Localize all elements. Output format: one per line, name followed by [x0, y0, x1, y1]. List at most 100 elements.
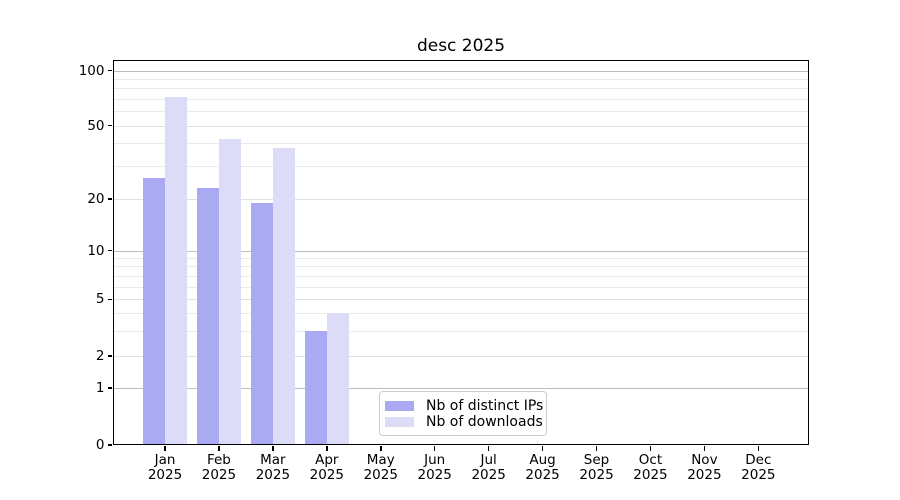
- x-tick: [595, 446, 598, 451]
- y-tick-label: 10: [87, 242, 105, 259]
- x-tick-year: 2025: [525, 467, 560, 483]
- x-tick-label: Jan 2025: [148, 453, 182, 483]
- legend-item-label: Nb of distinct IPs: [426, 398, 544, 414]
- y-tick: [108, 387, 112, 389]
- y-gridline-minor: [113, 258, 808, 260]
- x-tick-label: Jul 2025: [471, 453, 505, 483]
- y-gridline-minor: [113, 330, 808, 332]
- x-tick-month: Aug: [529, 452, 556, 468]
- y-gridline-major: [113, 250, 808, 252]
- y-tick-label: 1: [95, 380, 105, 396]
- y-gridline: [113, 199, 808, 200]
- x-tick-year: 2025: [633, 467, 668, 483]
- x-tick-month: Jun: [424, 452, 446, 468]
- legend: Nb of distinct IPs Nb of downloads: [379, 391, 547, 436]
- y-gridline: [113, 356, 808, 357]
- y-gridline-minor: [113, 98, 808, 100]
- legend-swatch-distinct-ips: [385, 400, 414, 412]
- legend-swatch-downloads: [385, 416, 414, 428]
- x-tick-label: Apr 2025: [310, 453, 344, 483]
- y-tick-label: 100: [78, 62, 105, 79]
- x-tick-year: 2025: [741, 467, 776, 483]
- x-tick-label: Dec 2025: [741, 453, 775, 483]
- y-gridline: [113, 299, 808, 301]
- legend-item: Nb of downloads: [385, 414, 543, 430]
- y-tick-label: 2: [95, 348, 105, 364]
- y-gridline-major: [113, 388, 808, 389]
- x-tick: [649, 446, 652, 451]
- x-tick-label: May 2025: [364, 453, 398, 483]
- bar-mar-distinct-ips: [251, 202, 273, 444]
- x-tick-month: Jan: [154, 452, 176, 468]
- bar-feb-downloads: [218, 139, 241, 444]
- bar-jan-distinct-ips: [143, 177, 165, 444]
- y-tick-label: 50: [87, 117, 105, 134]
- x-tick: [380, 446, 382, 451]
- y-tick: [108, 198, 112, 200]
- bar-apr-downloads: [326, 313, 349, 444]
- x-tick-year: 2025: [201, 467, 237, 483]
- x-tick: [326, 446, 328, 451]
- x-tick: [703, 446, 706, 451]
- x-tick-year: 2025: [363, 467, 398, 483]
- y-gridline-minor: [113, 88, 808, 90]
- x-tick-month: Mar: [260, 452, 286, 468]
- x-tick-label: Mar 2025: [256, 453, 290, 483]
- y-gridline-minor: [113, 78, 808, 80]
- bar-apr-distinct-ips: [305, 330, 327, 444]
- y-gridline-minor: [113, 275, 808, 277]
- plot-area: [112, 60, 809, 445]
- x-tick-year: 2025: [147, 467, 183, 483]
- y-tick-label: 20: [87, 191, 105, 207]
- x-tick: [433, 446, 436, 451]
- y-gridline-minor: [113, 266, 808, 268]
- x-tick-label: Feb 2025: [202, 453, 236, 483]
- x-tick-year: 2025: [687, 467, 722, 483]
- x-tick-label: Oct 2025: [633, 453, 667, 483]
- x-tick-month: Feb: [206, 452, 231, 468]
- bar-mar-downloads: [272, 147, 295, 444]
- x-tick-month: Apr: [315, 452, 339, 468]
- x-tick-month: Oct: [638, 452, 663, 468]
- x-tick-month: Sep: [583, 452, 610, 468]
- x-tick-label: Nov 2025: [687, 453, 721, 483]
- y-gridline-minor: [113, 166, 808, 168]
- x-tick: [757, 446, 760, 451]
- x-tick-year: 2025: [255, 467, 291, 483]
- legend-item-label: Nb of downloads: [426, 414, 543, 430]
- y-gridline-minor: [113, 286, 808, 288]
- y-gridline-minor: [113, 143, 808, 145]
- y-tick-label: 0: [95, 437, 105, 453]
- x-tick-label: Aug 2025: [525, 453, 559, 483]
- x-tick: [272, 446, 274, 451]
- x-tick: [218, 446, 220, 451]
- legend-item: Nb of distinct IPs: [385, 398, 543, 414]
- y-tick: [108, 69, 112, 72]
- x-tick: [487, 446, 490, 451]
- x-tick-year: 2025: [471, 467, 506, 483]
- bar-feb-distinct-ips: [197, 187, 219, 444]
- x-tick-month: Dec: [745, 452, 772, 468]
- y-gridline: [113, 125, 808, 127]
- x-tick-month: Nov: [691, 452, 718, 468]
- x-tick-label: Sep 2025: [579, 453, 613, 483]
- chart-title: desc 2025: [416, 36, 506, 56]
- x-tick-year: 2025: [579, 467, 614, 483]
- y-tick: [108, 355, 112, 357]
- x-tick-month: May: [366, 452, 395, 468]
- bar-jan-downloads: [165, 96, 187, 444]
- y-tick-label: 5: [95, 291, 105, 308]
- y-tick: [108, 444, 112, 446]
- y-tick: [108, 298, 112, 301]
- x-tick: [164, 446, 166, 451]
- y-tick: [108, 124, 112, 127]
- y-gridline-major: [113, 70, 808, 72]
- x-tick-year: 2025: [417, 467, 452, 483]
- y-gridline-minor: [113, 111, 808, 113]
- x-tick-label: Jun 2025: [418, 453, 452, 483]
- x-tick: [541, 446, 544, 451]
- y-gridline-minor: [113, 313, 808, 315]
- x-tick-year: 2025: [309, 467, 344, 483]
- x-tick-month: Jul: [480, 452, 497, 468]
